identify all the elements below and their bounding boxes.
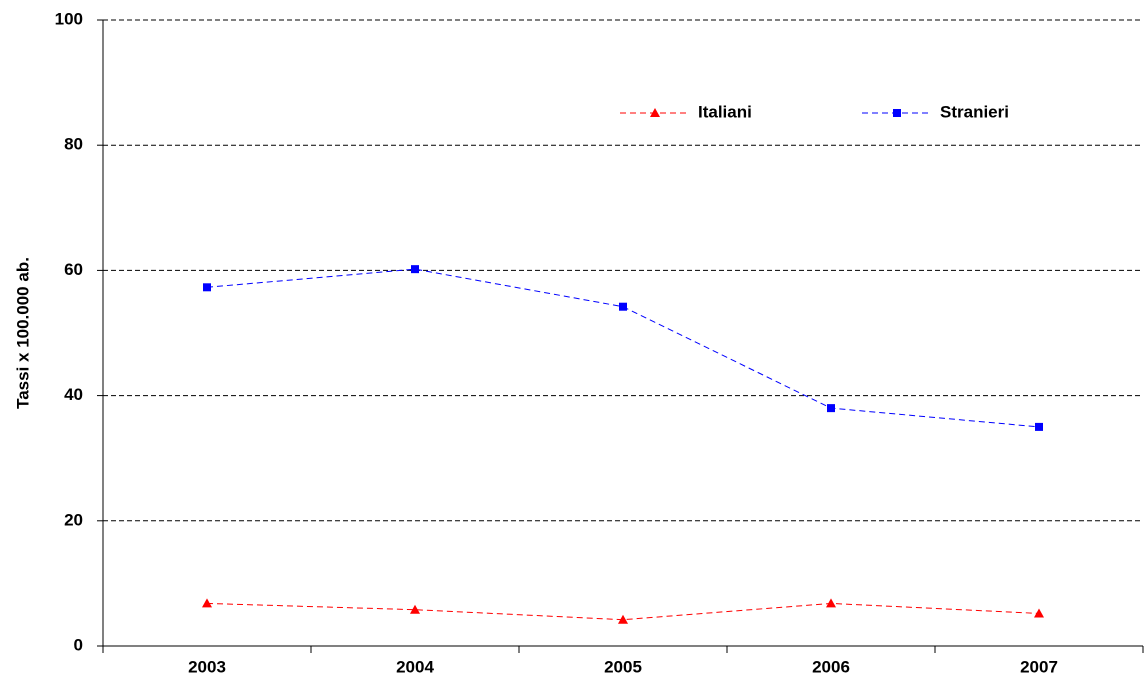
legend-marker xyxy=(650,108,660,117)
data-point xyxy=(1035,422,1043,431)
legend-label: Stranieri xyxy=(940,102,1009,121)
x-tick-label: 2005 xyxy=(604,657,642,676)
data-point xyxy=(619,302,627,311)
series-line xyxy=(206,268,1040,428)
series-line xyxy=(206,602,1040,621)
data-point xyxy=(411,265,419,274)
x-tick-label: 2003 xyxy=(188,657,226,676)
data-point xyxy=(827,404,835,413)
data-point xyxy=(618,614,628,624)
legend-label: Italiani xyxy=(698,102,752,121)
legend-marker xyxy=(893,109,901,117)
y-tick-label: 20 xyxy=(64,510,83,529)
y-tick-label: 80 xyxy=(64,135,83,154)
y-tick-label: 0 xyxy=(74,635,83,654)
y-tick-label: 60 xyxy=(64,260,83,279)
x-tick-label: 2007 xyxy=(1020,657,1058,676)
data-point xyxy=(826,598,836,608)
x-tick-label: 2006 xyxy=(812,657,850,676)
data-point xyxy=(1034,608,1044,618)
data-point xyxy=(410,604,420,614)
data-point xyxy=(202,598,212,608)
y-tick-label: 100 xyxy=(55,9,83,28)
x-tick-label: 2004 xyxy=(396,657,434,676)
y-axis-label: Tassi x 100.000 ab. xyxy=(13,257,32,409)
data-point xyxy=(203,283,211,292)
y-tick-label: 40 xyxy=(64,385,83,404)
